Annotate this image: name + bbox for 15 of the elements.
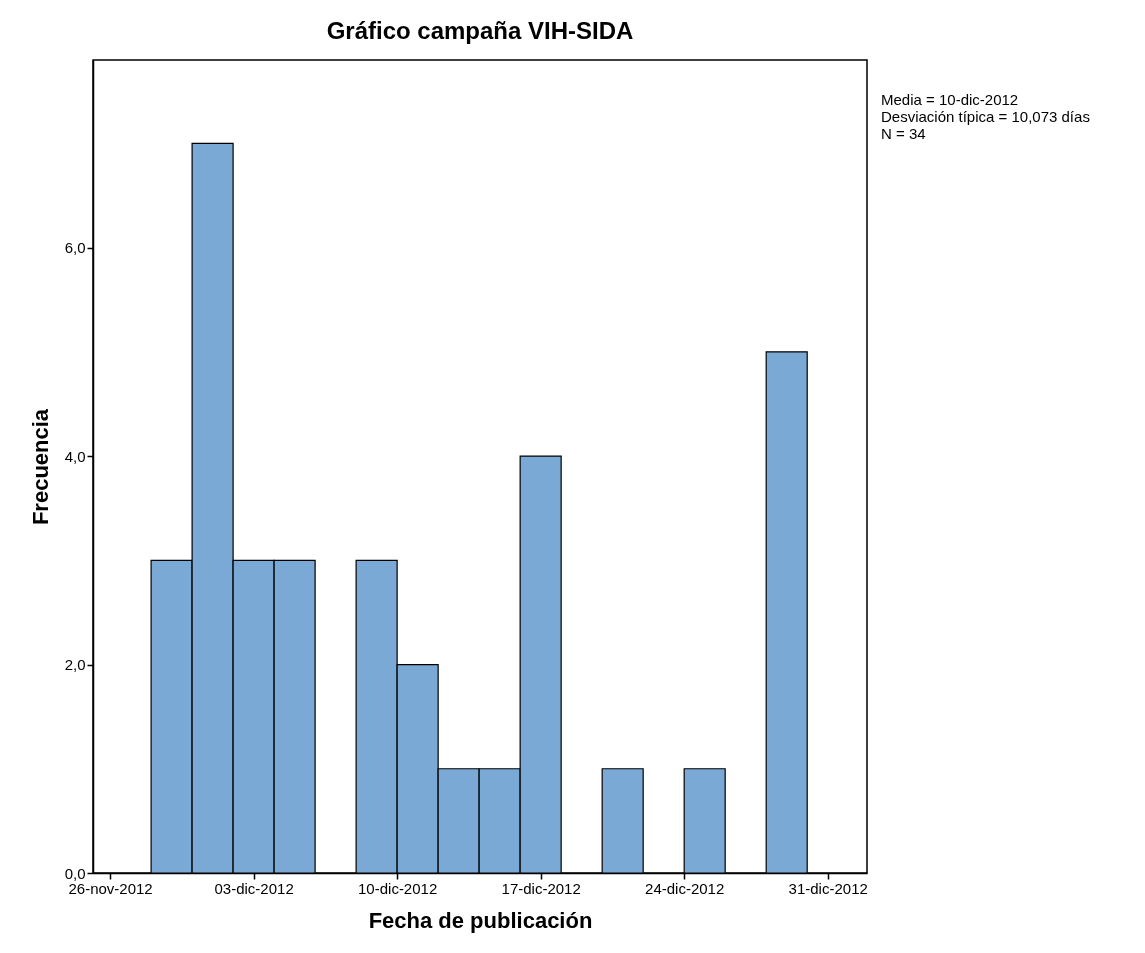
text: Media = 10-dic-2012 [881,91,1019,108]
y-axis-title: Frecuencia [27,408,53,526]
y-tick-label: 0,0 [64,864,86,882]
text: N = 34 [881,125,926,142]
x-tick-label: 31-dic-2012 [788,879,868,897]
x-tick-label: 24-dic-2012 [645,879,725,897]
x-axis-title: Fecha de publicación [368,907,593,933]
x-tick-label: 10-dic-2012 [358,879,438,897]
y-tick-label: 4,0 [64,447,86,465]
y-tick-label: 2,0 [64,656,86,674]
text: Desviación típica = 10,073 días [881,108,1090,125]
x-tick-label: 03-dic-2012 [214,879,294,897]
x-tick-label: 17-dic-2012 [501,879,581,897]
y-tick-label: 6,0 [64,239,86,257]
chart-title: Gráfico campaña VIH-SIDA [326,17,634,44]
